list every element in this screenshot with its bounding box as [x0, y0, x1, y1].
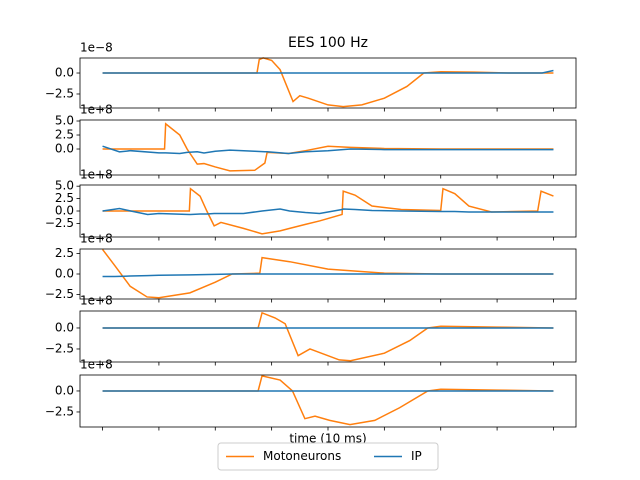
offset-label: 1e−8 [80, 41, 113, 55]
y-tick-label: −2.5 [45, 287, 74, 301]
y-tick-label: −2.5 [45, 216, 74, 230]
legend-label: IP [411, 449, 422, 463]
y-tick-label: 5.0 [55, 114, 74, 128]
y-tick-label: 0.0 [55, 66, 74, 80]
offset-label: 1e+8 [80, 232, 113, 246]
offset-label: 1e+8 [80, 358, 113, 372]
series-line [102, 145, 554, 155]
offset-label: 1e+8 [80, 103, 113, 117]
y-tick-label: −2.5 [45, 86, 74, 100]
axes-frame [79, 119, 577, 176]
y-tick-label: 0.0 [55, 383, 74, 397]
legend-box [217, 442, 439, 471]
y-tick-label: 0.0 [55, 267, 74, 281]
axes-frame [79, 57, 577, 109]
y-tick-label: 0.0 [55, 204, 74, 218]
x-axis-label: time (10 ms) [289, 432, 366, 446]
series-line [102, 374, 554, 426]
chart-title: EES 100 Hz [288, 35, 368, 51]
series-line [102, 122, 554, 172]
series-line [102, 311, 554, 362]
y-tick-label: 2.5 [55, 128, 74, 142]
series-line [102, 273, 554, 278]
y-tick-label: 0.0 [55, 142, 74, 156]
series-line [102, 57, 554, 108]
offset-label: 1e+8 [80, 294, 113, 308]
series-line [102, 69, 554, 74]
y-tick-label: −2.5 [45, 341, 74, 355]
y-tick-label: 2.5 [55, 191, 74, 205]
axes-frame [79, 310, 577, 363]
y-tick-label: −2.5 [45, 404, 74, 418]
legend-label: Motoneurons [263, 449, 341, 463]
y-tick-label: 5.0 [55, 179, 74, 193]
y-tick-label: 0.0 [55, 320, 74, 334]
y-tick-label: 2.5 [55, 246, 74, 260]
series-line [102, 207, 554, 216]
offset-label: 1e+8 [80, 168, 113, 182]
series-line [102, 187, 554, 235]
